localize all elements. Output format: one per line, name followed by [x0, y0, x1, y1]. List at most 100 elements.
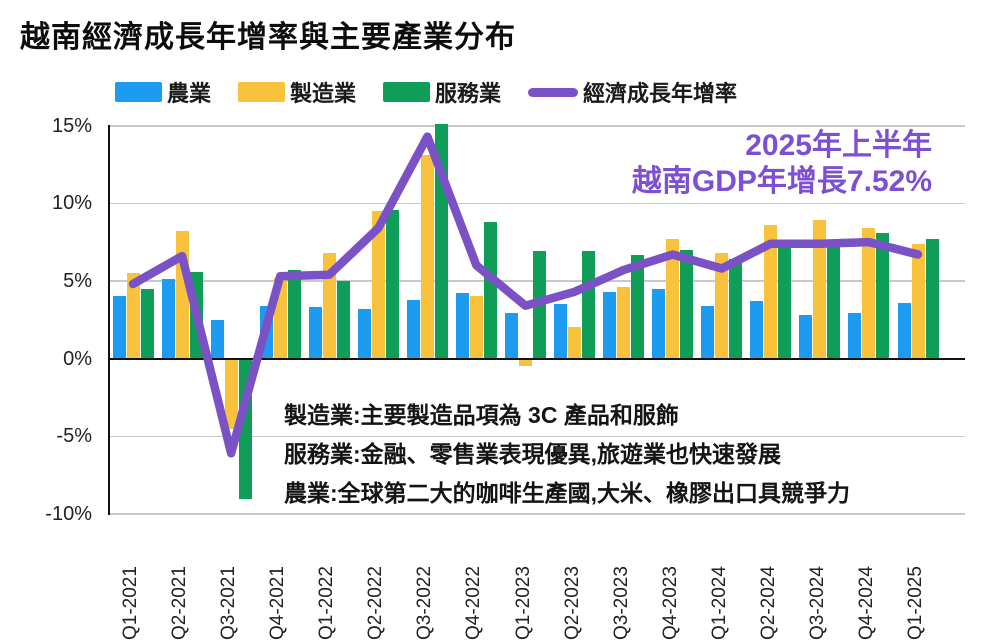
x-tick-label-Q2-2024: Q2-2024	[758, 522, 784, 642]
x-tick-text: Q4-2023	[659, 566, 681, 640]
x-tick-label-Q3-2024: Q3-2024	[807, 522, 833, 642]
y-tick-label--5: -5%	[56, 425, 92, 448]
bar-manufacturing-Q1-2024	[715, 252, 729, 359]
y-tick-label-10: 10%	[51, 192, 92, 215]
bar-manufacturing-Q2-2024	[764, 225, 778, 359]
x-tick-label-Q1-2023: Q1-2023	[513, 522, 539, 642]
bar-services-Q4-2024	[876, 232, 890, 359]
x-tick-label-Q4-2024: Q4-2024	[856, 522, 882, 642]
x-tick-label-Q3-2022: Q3-2022	[414, 522, 440, 642]
bar-services-Q2-2024	[778, 245, 792, 359]
gdp-annotation-line2: 越南GDP年增長7.52%	[631, 165, 932, 198]
bar-manufacturing-Q3-2022	[420, 155, 434, 359]
agriculture-swatch-icon	[115, 82, 162, 102]
chart-title: 越南經濟成長年增率與主要產業分布	[20, 21, 516, 54]
services-swatch-icon	[383, 82, 431, 102]
zero-axis-line	[108, 357, 965, 360]
bar-agriculture-Q3-2024	[799, 315, 813, 359]
bar-agriculture-Q1-2024	[701, 305, 715, 359]
bar-manufacturing-Q1-2022	[322, 252, 336, 359]
x-tick-label-Q3-2023: Q3-2023	[611, 522, 637, 642]
bar-services-Q1-2021	[140, 288, 154, 359]
gdp-annotation-line1: 2025年上半年	[745, 129, 932, 162]
bar-services-Q4-2023	[680, 249, 694, 359]
note-manufacturing: 製造業:主要製造品項為 3C 產品和服飾	[284, 402, 679, 428]
plot-area	[108, 117, 965, 515]
bar-manufacturing-Q1-2025	[911, 243, 925, 359]
gdp-annotation: 2025年上半年 越南GDP年增長7.52%	[632, 128, 932, 200]
x-tick-text: Q2-2024	[757, 566, 779, 640]
bar-manufacturing-Q3-2021	[224, 359, 238, 430]
bar-agriculture-Q2-2022	[357, 308, 371, 359]
x-tick-label-Q1-2022: Q1-2022	[316, 522, 342, 642]
x-tick-text: Q3-2022	[414, 566, 436, 640]
x-tick-label-Q1-2021: Q1-2021	[120, 522, 146, 642]
bar-services-Q4-2022	[483, 221, 497, 359]
x-tick-text: Q3-2021	[218, 566, 240, 640]
bar-services-Q4-2021	[287, 270, 301, 359]
x-tick-text: Q1-2024	[708, 566, 730, 640]
bar-agriculture-Q4-2022	[455, 293, 469, 359]
bar-agriculture-Q2-2023	[554, 304, 568, 359]
bar-services-Q2-2023	[582, 251, 596, 359]
bar-agriculture-Q3-2022	[406, 299, 420, 359]
y-tick-label-0: 0%	[63, 347, 92, 370]
x-tick-label-Q2-2023: Q2-2023	[562, 522, 588, 642]
x-tick-text: Q3-2024	[806, 566, 828, 640]
bar-agriculture-Q1-2025	[897, 302, 911, 359]
bar-services-Q3-2024	[827, 245, 841, 359]
bar-agriculture-Q1-2022	[308, 307, 322, 359]
x-axis: Q1-2021 Q2-2021 Q3-2021 Q4-2021 Q1-2022 Q2-20…	[108, 522, 965, 644]
x-tick-text: Q2-2022	[365, 566, 387, 640]
legend-item-manufacturing: 製造業	[238, 76, 356, 108]
y-tick-label-15: 15%	[51, 114, 92, 137]
bar-services-Q1-2024	[729, 259, 743, 359]
legend-label-manufacturing: 製造業	[290, 81, 357, 106]
bar-manufacturing-Q3-2023	[617, 287, 631, 359]
growth-line-chart	[128, 132, 923, 458]
bar-agriculture-Q2-2021	[161, 279, 175, 359]
growth-line	[128, 132, 923, 458]
gridline	[108, 202, 965, 205]
y-axis-line	[108, 124, 110, 515]
x-tick-label-Q1-2024: Q1-2024	[709, 522, 735, 642]
bar-manufacturing-Q4-2024	[862, 228, 876, 359]
industry-notes: 製造業:主要製造品項為 3C 產品和服飾 服務業:金融、零售業表現優異,旅遊業也…	[284, 396, 850, 513]
x-tick-text: Q4-2022	[463, 566, 485, 640]
bar-services-Q1-2022	[336, 280, 350, 359]
x-tick-text: Q1-2021	[120, 566, 141, 640]
note-services: 服務業:金融、零售業表現優異,旅遊業也快速發展	[284, 441, 782, 467]
x-tick-text: Q2-2023	[561, 566, 583, 640]
bar-agriculture-Q1-2023	[505, 313, 518, 359]
x-tick-text: Q3-2023	[610, 566, 632, 640]
x-tick-text: Q1-2022	[316, 566, 338, 640]
gridline	[108, 125, 965, 127]
x-tick-label-Q1-2025: Q1-2025	[905, 522, 931, 642]
bar-manufacturing-Q4-2022	[469, 296, 483, 359]
x-tick-text: Q1-2023	[512, 566, 534, 640]
y-axis: 15% 10% 5% 0% -5% -10%	[0, 114, 100, 525]
bar-services-Q1-2025	[925, 238, 939, 359]
x-tick-label-Q2-2021: Q2-2021	[169, 522, 195, 642]
growth-line-swatch-icon	[528, 87, 579, 97]
bar-agriculture-Q3-2021	[210, 319, 224, 359]
bar-agriculture-Q3-2023	[603, 291, 617, 359]
bar-agriculture-Q4-2024	[848, 313, 862, 359]
manufacturing-swatch-icon	[238, 82, 286, 102]
x-tick-label-Q4-2021: Q4-2021	[267, 522, 293, 642]
bar-agriculture-Q2-2024	[750, 301, 764, 359]
bar-manufacturing-Q4-2023	[666, 238, 680, 359]
x-tick-label-Q4-2022: Q4-2022	[463, 522, 489, 642]
x-tick-text: Q4-2024	[855, 566, 877, 640]
legend-label-services: 服務業	[435, 81, 502, 106]
y-tick-label--10: -10%	[45, 502, 92, 525]
note-agriculture: 農業:全球第二大的咖啡生產國,大米、橡膠出口具競爭力	[284, 480, 851, 506]
x-tick-text: Q4-2021	[267, 566, 289, 640]
gridline	[108, 435, 965, 438]
bar-agriculture-Q1-2021	[112, 296, 126, 359]
x-tick-text: Q1-2025	[905, 566, 926, 640]
x-tick-text: Q2-2021	[169, 566, 191, 640]
bar-manufacturing-Q3-2024	[813, 220, 827, 359]
bar-manufacturing-Q1-2023	[519, 359, 532, 366]
